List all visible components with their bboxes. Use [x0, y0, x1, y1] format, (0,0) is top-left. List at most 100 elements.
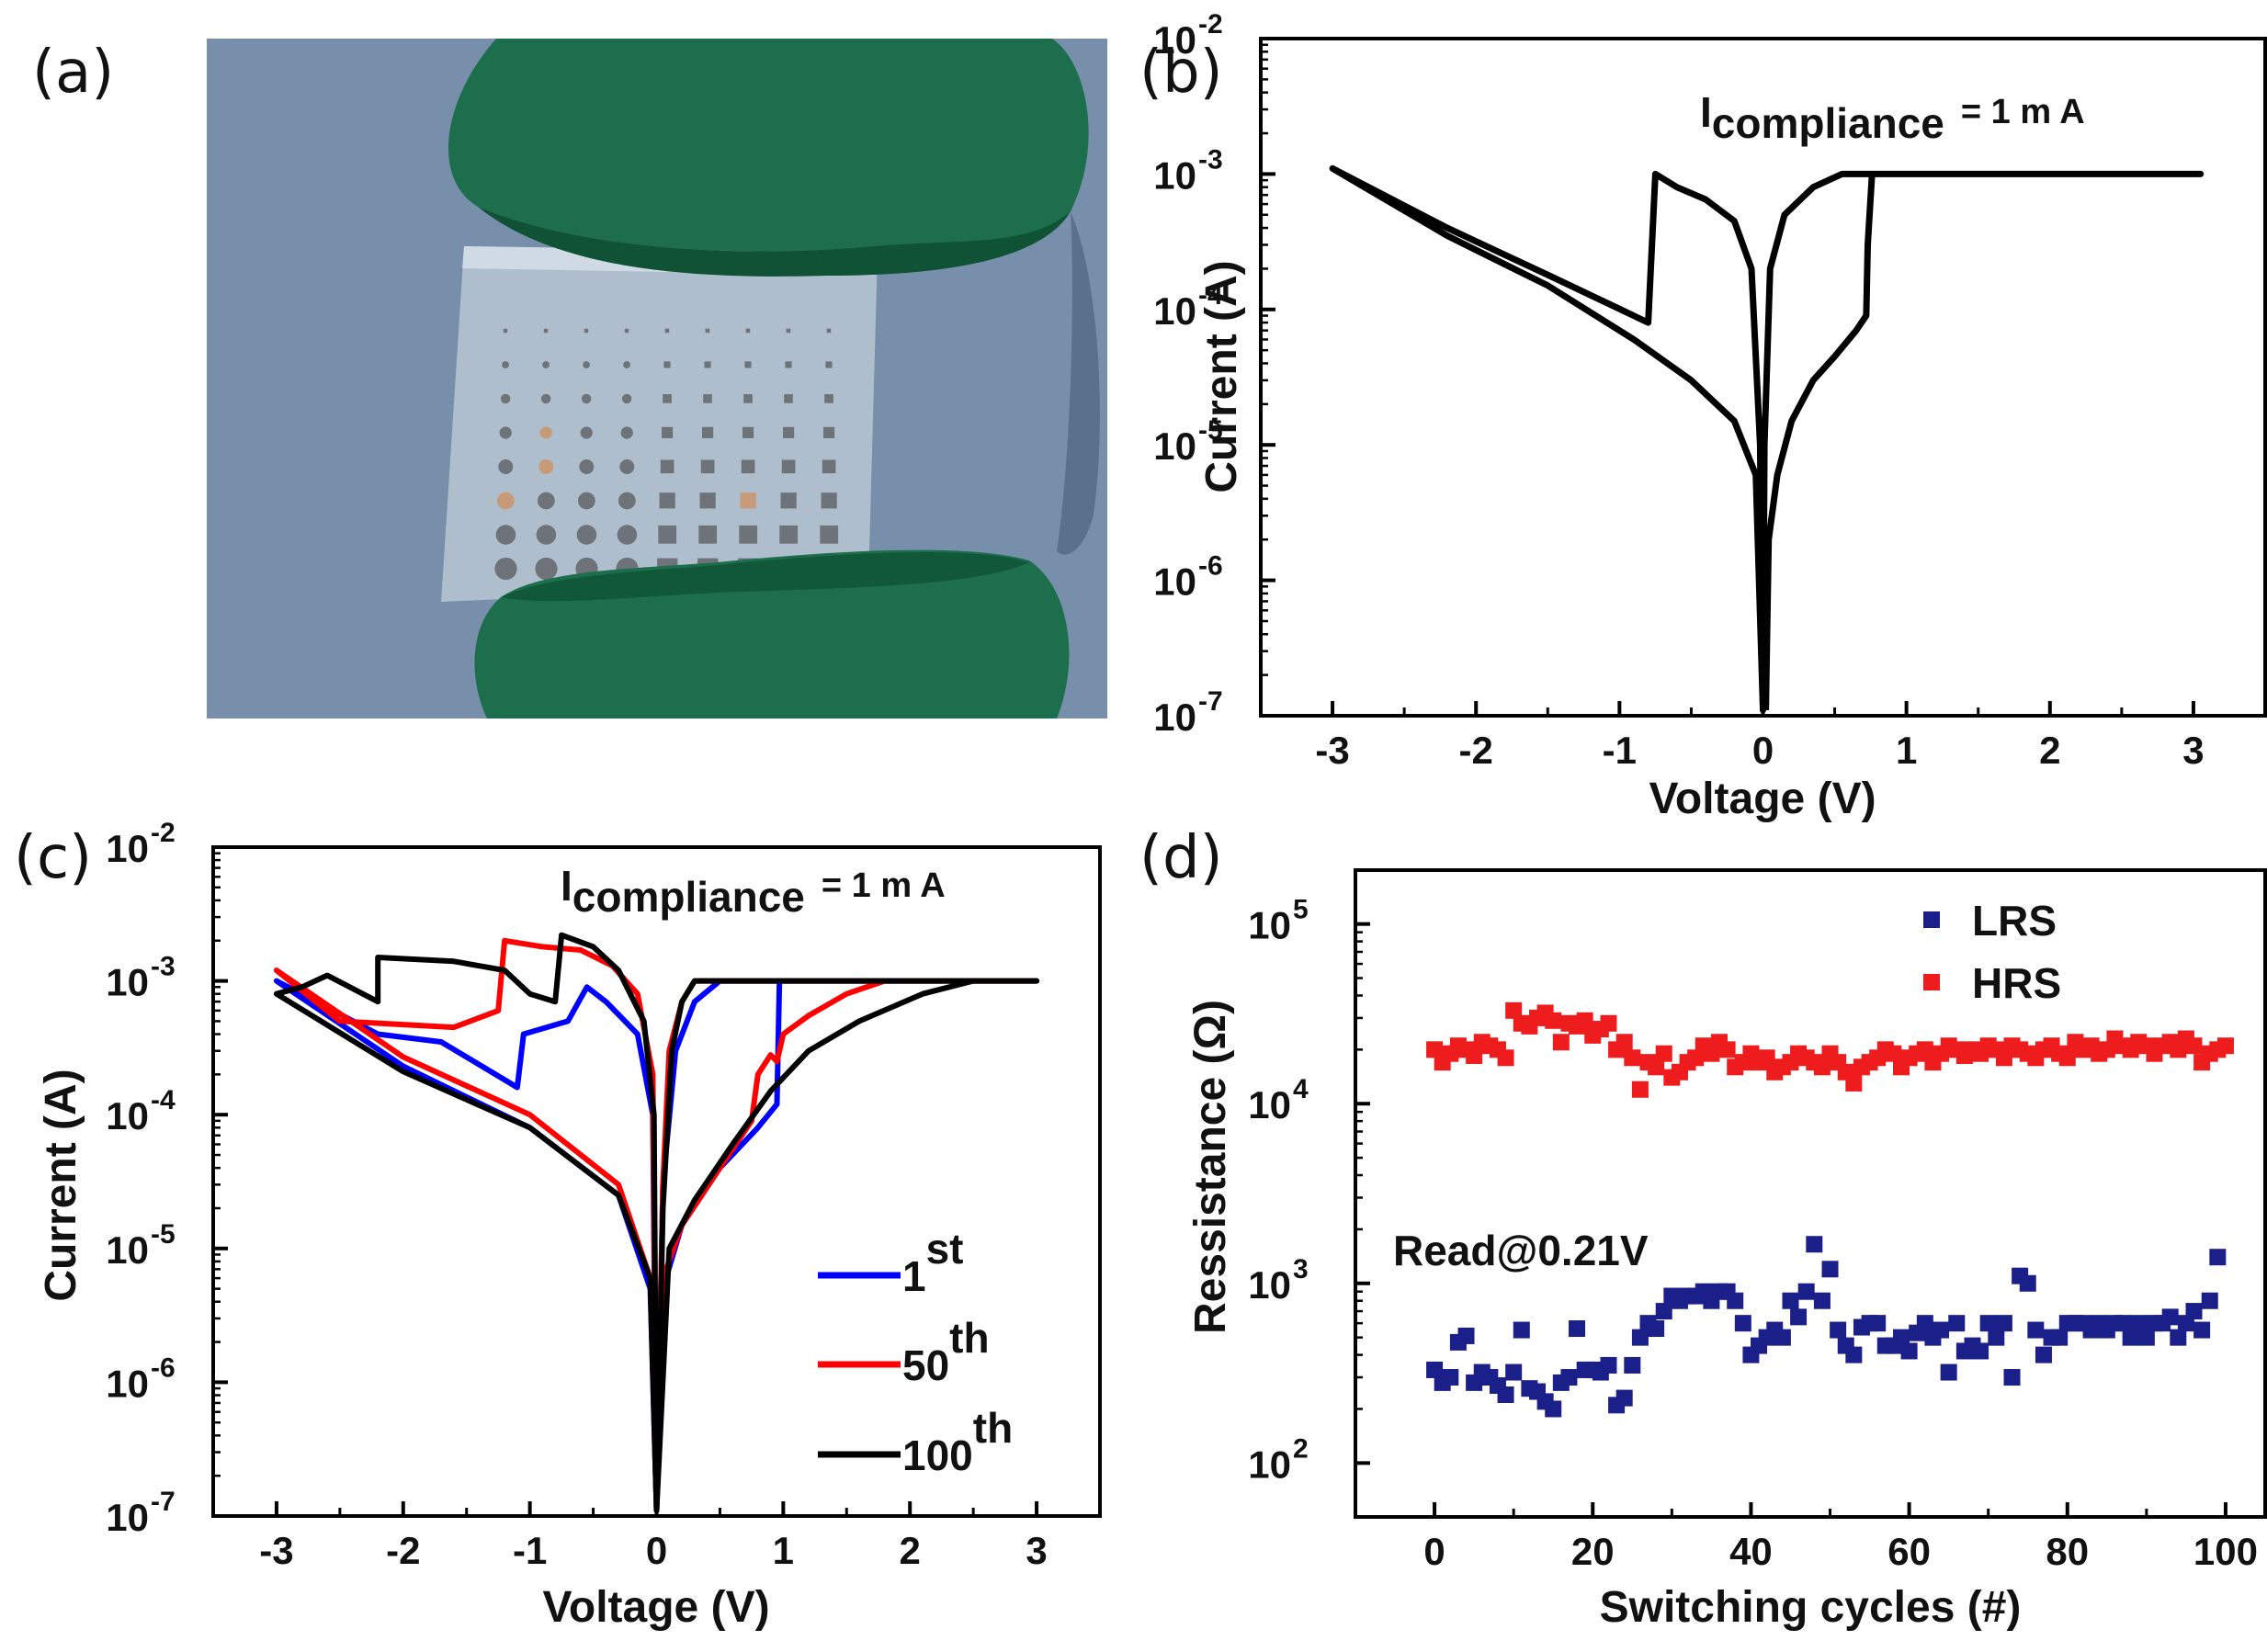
legend-marker-lrs — [1923, 911, 1940, 928]
y-tick-exponent: 3 — [1293, 1254, 1309, 1284]
y-tick-label: 10 — [1153, 18, 1196, 62]
marker-lrs — [1995, 1315, 2012, 1332]
electrode-pad — [700, 459, 715, 474]
chart-panel-c: -3 -2 -1 0 1 2 3 10-710-610-510-410-310-2 Volt… — [37, 818, 1102, 1632]
marker-lrs — [1830, 1321, 1847, 1339]
legend-1st-num: 1 — [902, 1252, 926, 1300]
y-tick-label: 10 — [106, 827, 149, 870]
chart-d-ylabel: Ressistance (Ω) — [1186, 1000, 1235, 1334]
marker-lrs — [1790, 1308, 1808, 1326]
marker-hrs — [1576, 1012, 1593, 1029]
marker-lrs — [1615, 1389, 1633, 1407]
x-tick-label: 60 — [1887, 1530, 1931, 1573]
legend-label-hrs: HRS — [1972, 959, 2061, 1007]
marker-hrs — [2058, 1049, 2076, 1067]
panel-label-c: (c) — [14, 824, 92, 892]
glove-top-shadow — [478, 207, 1071, 277]
marker-hrs — [1552, 1034, 1570, 1051]
electrode-pad — [621, 393, 632, 404]
marker-hrs — [1624, 1049, 1641, 1067]
chart-c-annotation-sub: compliance — [572, 873, 805, 921]
x-tick-label: 80 — [2046, 1530, 2089, 1573]
marker-lrs — [1631, 1329, 1649, 1346]
marker-lrs — [1513, 1321, 1530, 1339]
marker-hrs — [1718, 1041, 1736, 1058]
electrode-pad — [538, 459, 554, 474]
electrode-pad — [741, 459, 755, 474]
x-tick-label: 3 — [2182, 729, 2204, 772]
electrode-pad — [740, 492, 756, 509]
marker-lrs — [2114, 1315, 2132, 1332]
glove-right-shadow — [1057, 211, 1100, 555]
chart-c-ylabel: Current (A) — [37, 1069, 85, 1301]
marker-lrs — [1972, 1342, 1989, 1360]
marker-lrs — [1933, 1321, 1950, 1339]
x-tick-label: -3 — [259, 1529, 293, 1572]
marker-hrs — [1631, 1081, 1649, 1098]
marker-hrs — [1845, 1074, 1863, 1092]
legend-50th-sup: th — [949, 1314, 989, 1362]
electrode-pad — [576, 525, 597, 545]
marker-lrs — [1457, 1327, 1475, 1344]
marker-hrs — [1813, 1058, 1831, 1076]
chart-c-series-100th — [273, 932, 1040, 1513]
x-tick-label: 2 — [2039, 729, 2060, 772]
electrode-pad — [579, 459, 595, 474]
y-tick-exponent: 5 — [1293, 895, 1309, 925]
electrode-pad — [543, 328, 549, 334]
x-tick-label: -3 — [1315, 729, 1349, 772]
marker-lrs — [2130, 1315, 2148, 1332]
electrode-pad — [618, 492, 636, 510]
electrode-pad — [619, 459, 635, 474]
marker-lrs — [1845, 1346, 1863, 1363]
y-tick-label: 10 — [1153, 289, 1196, 333]
marker-hrs — [1916, 1041, 1933, 1058]
chart-b-annotation-main: I — [1700, 88, 1712, 136]
x-tick-label: 0 — [1752, 729, 1774, 772]
y-tick-exponent: -3 — [151, 952, 176, 982]
marker-lrs — [1442, 1369, 1459, 1386]
marker-lrs — [2201, 1292, 2218, 1309]
x-tick-label: 0 — [1423, 1530, 1445, 1573]
marker-lrs — [1505, 1363, 1523, 1381]
marker-lrs — [1774, 1329, 1791, 1346]
y-tick-exponent: -3 — [1198, 144, 1223, 175]
marker-hrs — [1648, 1058, 1665, 1076]
y-tick-exponent: -7 — [1198, 686, 1223, 717]
marker-hrs — [1466, 1047, 1483, 1064]
x-tick-label: 100 — [2193, 1530, 2258, 1573]
marker-lrs — [1900, 1342, 1918, 1360]
marker-lrs — [2027, 1321, 2045, 1339]
marker-lrs — [1813, 1292, 1831, 1309]
marker-lrs — [1734, 1315, 1751, 1332]
electrode-pad — [825, 361, 833, 368]
electrode-pad — [786, 328, 791, 334]
y-tick-label: 10 — [106, 961, 149, 1004]
electrode-pad — [658, 525, 677, 544]
electrode-pad — [537, 492, 555, 510]
marker-lrs — [2019, 1274, 2036, 1292]
electrode-pad — [826, 328, 832, 334]
chart-d-annotation: Read@0.21V — [1393, 1227, 1649, 1274]
electrode-pad — [745, 328, 751, 334]
marker-hrs — [2216, 1037, 2234, 1055]
chart-c-annotation: Icompliance = 1 m A — [561, 862, 946, 921]
chart-b-y-ticks: 10-710-610-510-410-310-2 — [1153, 9, 1275, 739]
x-tick-label: 20 — [1571, 1530, 1615, 1573]
y-tick-exponent: -4 — [151, 1085, 176, 1115]
y-tick-label: 10 — [1153, 424, 1196, 468]
y-tick-exponent: -6 — [1198, 551, 1223, 582]
y-tick-label: 10 — [1153, 153, 1196, 197]
electrode-pad — [780, 492, 797, 509]
electrode-pad — [498, 459, 514, 474]
chart-c-annotation-main: I — [561, 862, 572, 910]
x-tick-label: -1 — [513, 1529, 547, 1572]
chart-d-markers — [1426, 1001, 2234, 1418]
y-tick-label: 10 — [1248, 904, 1291, 947]
electrode-pad — [784, 394, 793, 403]
electrode-pad — [580, 426, 593, 439]
electrode-pad — [495, 525, 516, 545]
marker-lrs — [2209, 1249, 2227, 1266]
electrode-pad — [779, 525, 799, 544]
